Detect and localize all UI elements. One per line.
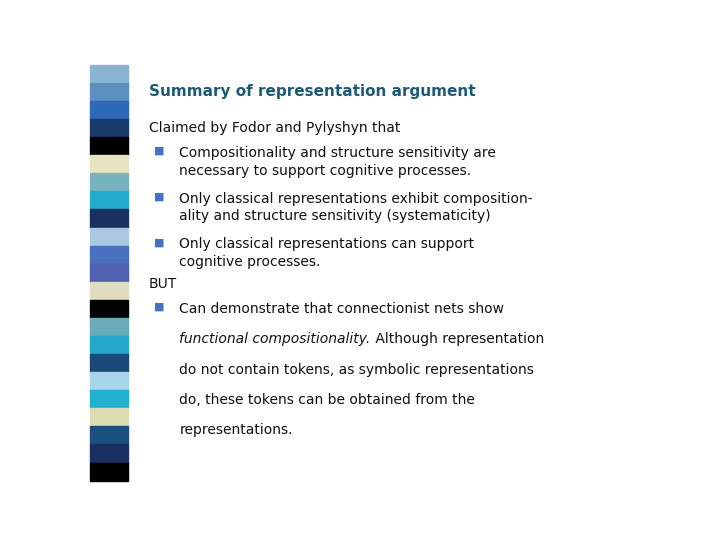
Text: Only classical representations can support
cognitive processes.: Only classical representations can suppo… (179, 238, 474, 269)
Bar (90, 463, 128, 481)
Text: do, these tokens can be obtained from the: do, these tokens can be obtained from th… (179, 393, 475, 407)
Text: Although representation: Although representation (371, 332, 544, 346)
Bar (90, 318, 128, 336)
Text: ■: ■ (154, 146, 165, 156)
Text: representations.: representations. (179, 423, 293, 437)
Bar (90, 155, 128, 173)
Bar (90, 354, 128, 372)
Bar (90, 444, 128, 463)
Text: functional compositionality.: functional compositionality. (179, 332, 371, 346)
Bar (90, 408, 128, 427)
Bar (90, 65, 128, 83)
Bar (90, 300, 128, 318)
Bar (90, 137, 128, 155)
Bar (90, 372, 128, 390)
Bar (90, 210, 128, 227)
Text: do not contain tokens, as symbolic representations: do not contain tokens, as symbolic repre… (179, 362, 534, 376)
Bar (90, 427, 128, 444)
Text: ■: ■ (154, 192, 165, 201)
Bar (90, 246, 128, 264)
Text: Only classical representations exhibit composition-
ality and structure sensitiv: Only classical representations exhibit c… (179, 192, 533, 224)
Bar (90, 83, 128, 101)
Bar (90, 227, 128, 246)
Text: Claimed by Fodor and Pylyshyn that: Claimed by Fodor and Pylyshyn that (148, 121, 400, 135)
Text: Summary of representation argument: Summary of representation argument (148, 84, 475, 98)
Bar (90, 282, 128, 300)
Bar (90, 119, 128, 137)
Bar (90, 390, 128, 408)
Text: ■: ■ (154, 238, 165, 247)
Text: Can demonstrate that connectionist nets show: Can demonstrate that connectionist nets … (179, 302, 504, 316)
Bar (90, 173, 128, 191)
Bar (90, 264, 128, 282)
Bar (90, 101, 128, 119)
Text: ■: ■ (154, 302, 165, 312)
Bar (90, 191, 128, 210)
Text: BUT: BUT (148, 277, 177, 291)
Text: Compositionality and structure sensitivity are
necessary to support cognitive pr: Compositionality and structure sensitivi… (179, 146, 496, 178)
Bar (90, 336, 128, 354)
